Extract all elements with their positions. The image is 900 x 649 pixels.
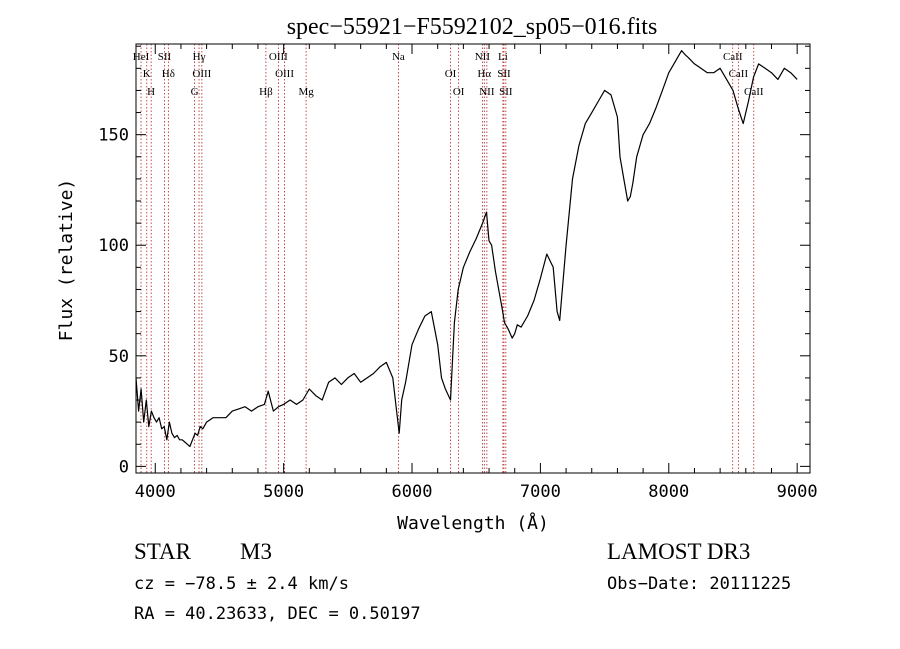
spectral-line-labels: HeIKHSIIHδGHγOIIIHβOIIIOIIIMgNaOIOINIIHα…	[133, 51, 764, 98]
spectral-line-label: Na	[392, 51, 405, 63]
spectral-line-markers	[140, 44, 755, 473]
y-tick-label: 50	[109, 347, 129, 367]
x-axis-ticks: 4000 5000 6000 7000 8000 9000	[135, 44, 818, 502]
spectral-line-label: Li	[498, 51, 508, 63]
x-tick-label: 8000	[648, 482, 689, 502]
spectral-line-label: G	[191, 86, 199, 98]
x-tick-label: 6000	[392, 482, 433, 502]
x-tick-label: 7000	[520, 482, 561, 502]
ra-dec: RA = 40.23633, DEC = 0.50197	[134, 604, 421, 624]
spectral-line-label: Hγ	[193, 51, 206, 63]
y-tick-label: 150	[98, 126, 129, 146]
spectral-line-label: HeI	[133, 51, 150, 63]
spectral-line-label: OI	[445, 68, 457, 80]
spectral-line-label: CaII	[744, 86, 764, 98]
spectrum-series	[135, 49, 798, 448]
spectral-line-label: NII	[475, 51, 491, 63]
spectral-line-label: Hα	[477, 68, 491, 80]
spectral-line-label: OI	[453, 86, 465, 98]
spectral-line-label: Hδ	[162, 68, 175, 80]
spectral-line-label: CaII	[723, 51, 743, 63]
x-tick-label: 4000	[135, 482, 176, 502]
chart-title: spec−55921−F5592102_sp05−016.fits	[287, 14, 658, 40]
y-tick-label: 0	[119, 457, 129, 477]
survey-name: LAMOST DR3	[607, 539, 750, 564]
spectral-line-label: OIII	[192, 68, 211, 80]
spectral-line-label: OIII	[275, 68, 294, 80]
x-axis-label: Wavelength (Å)	[397, 512, 549, 534]
object-class: STAR	[134, 539, 192, 564]
spectral-line-label: Hβ	[259, 86, 273, 98]
spectral-line-label: H	[147, 86, 155, 98]
x-tick-label: 9000	[777, 482, 818, 502]
obs-date: Obs−Date: 20111225	[607, 574, 791, 594]
spectral-line-label: NII	[479, 86, 495, 98]
y-axis-label: Flux (relative)	[56, 179, 77, 342]
spectral-line-label: CaII	[729, 68, 749, 80]
object-subclass: M3	[240, 539, 272, 564]
spectral-line-label: SII	[158, 51, 172, 63]
spectral-line-label: K	[143, 68, 151, 80]
spectrum-line	[135, 49, 798, 448]
spectral-line-label: SII	[499, 86, 513, 98]
plot-frame	[135, 43, 811, 474]
spectral-line-label: SII	[497, 68, 511, 80]
x-tick-label: 5000	[263, 482, 304, 502]
spectral-line-label: OIII	[269, 51, 288, 63]
y-tick-label: 100	[98, 236, 129, 256]
spectral-line-label: Mg	[298, 86, 314, 98]
redshift-cz: cz = −78.5 ± 2.4 km/s	[134, 574, 349, 594]
y-axis-ticks: 0 50 100 150	[98, 45, 810, 477]
